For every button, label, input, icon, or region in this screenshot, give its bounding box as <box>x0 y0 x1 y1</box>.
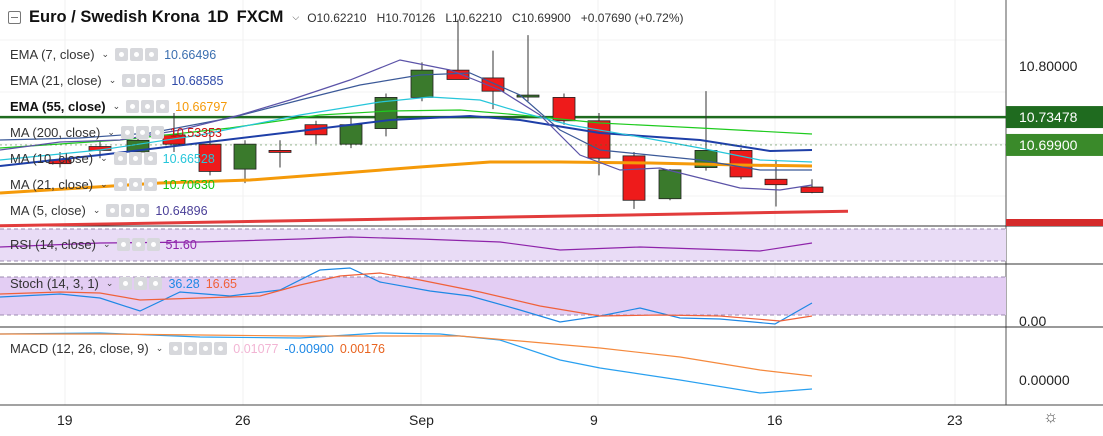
close-marker <box>1006 133 1103 156</box>
time-tick-label: 26 <box>235 412 251 428</box>
ma10-line <box>0 96 813 163</box>
legend-ema55[interactable]: EMA (55, close) ⌄ 10.66797 <box>10 99 227 114</box>
chevron-down-icon[interactable]: ⌄ <box>155 343 164 353</box>
time-tick-label: 9 <box>590 412 598 428</box>
indicator-controls[interactable] <box>113 152 157 165</box>
macd-signal-value: 0.00176 <box>339 341 385 356</box>
macd-hist-value: 0.01077 <box>233 341 279 356</box>
time-tick-label: 16 <box>767 412 783 428</box>
candlestick-series <box>48 19 824 209</box>
legend-ema7[interactable]: EMA (7, close) ⌄ 10.66496 <box>10 47 216 62</box>
legend-label: MA (200, close) <box>10 125 101 140</box>
indicator-controls[interactable] <box>169 342 228 355</box>
macd-axis-label: 0.00000 <box>1019 372 1070 388</box>
legend-label: EMA (7, close) <box>10 47 95 62</box>
candle-down <box>587 120 611 159</box>
stoch-k-line <box>0 267 813 325</box>
candle-down <box>268 150 292 153</box>
close-marker-label: 10.69900 <box>1019 137 1078 153</box>
candle-up <box>516 94 540 98</box>
indicator-controls[interactable] <box>115 48 159 61</box>
rsi-label: RSI (14, close) <box>10 237 96 252</box>
legend-ma5[interactable]: MA (5, close) ⌄ 10.64896 <box>10 203 208 218</box>
support-line <box>0 209 849 228</box>
candle-down <box>764 178 788 186</box>
legend-ma200[interactable]: MA (200, close) ⌄ 10.53353 <box>10 125 222 140</box>
legend-label: EMA (55, close) <box>10 99 106 114</box>
indicator-panes <box>0 115 1006 316</box>
legend-label: MA (10, close) <box>10 151 94 166</box>
candle-down <box>800 186 824 193</box>
rsi-legend[interactable]: RSI (14, close) ⌄ 51.60 <box>10 237 197 252</box>
stoch-k-value: 36.28 <box>168 276 200 291</box>
chevron-down-icon[interactable]: ⌄ <box>100 153 108 163</box>
signal-line <box>0 333 813 377</box>
candle-down <box>198 143 222 172</box>
legend-label: MA (5, close) <box>10 203 86 218</box>
rsi-value: 51.60 <box>165 237 197 252</box>
macd-value: -0.00900 <box>284 341 334 356</box>
legend-value: 10.53353 <box>169 125 223 140</box>
resistance-marker <box>1006 106 1103 129</box>
candle-down <box>446 69 470 80</box>
ma5-line <box>0 59 813 191</box>
legend-value: 10.66528 <box>162 151 215 166</box>
legend-value: 10.68585 <box>171 73 224 88</box>
ema21-line <box>0 114 813 167</box>
oscillator-lines <box>0 236 813 394</box>
ma21-line <box>0 109 813 149</box>
gridlines <box>0 0 1103 406</box>
stoch-d-value: 16.65 <box>205 276 237 291</box>
ema7-line <box>0 72 812 171</box>
chevron-down-icon[interactable]: ⌄ <box>92 205 101 215</box>
rsi-line <box>0 236 813 252</box>
stoch-d-line <box>0 272 813 322</box>
chevron-down-icon[interactable]: ⌄ <box>102 239 111 249</box>
stoch-band <box>0 277 1006 315</box>
candle-up <box>658 169 682 200</box>
legend-value: 10.70630 <box>162 177 215 192</box>
price-axis: 10.80000 10.73478 10.69900 0.00 0.00000 19 26 S… <box>57 58 1103 428</box>
stoch-legend[interactable]: Stoch (14, 3, 1) ⌄ 36.28 16.65 <box>10 276 237 291</box>
indicator-controls[interactable] <box>120 126 164 139</box>
legend-ema21[interactable]: EMA (21, close) ⌄ 10.68585 <box>10 73 223 88</box>
time-tick-label: 19 <box>57 412 73 428</box>
stoch-label: Stoch (14, 3, 1) <box>10 276 99 291</box>
time-tick-label: 23 <box>947 412 963 428</box>
support-marker <box>1006 219 1103 226</box>
legend-label: MA (21, close) <box>10 177 94 192</box>
indicator-controls[interactable] <box>119 277 163 290</box>
legend-value: 10.64896 <box>155 203 208 218</box>
resistance-marker-label: 10.73478 <box>1019 109 1078 125</box>
stoch-axis-label: 0.00 <box>1019 313 1046 329</box>
indicator-controls[interactable] <box>106 204 150 217</box>
candle-down <box>622 155 646 201</box>
chevron-down-icon[interactable]: ⌄ <box>100 179 108 189</box>
time-tick-label: Sep <box>409 412 434 428</box>
chevron-down-icon[interactable]: ⌄ <box>107 127 115 137</box>
indicator-controls[interactable] <box>126 100 170 113</box>
legend-label: EMA (21, close) <box>10 73 102 88</box>
indicator-controls[interactable] <box>116 238 160 251</box>
chevron-down-icon[interactable]: ⌄ <box>105 278 114 288</box>
candle-up <box>233 143 257 170</box>
chevron-down-icon[interactable]: ⌄ <box>112 101 121 111</box>
candle-down <box>552 97 576 122</box>
legend-value: 10.66496 <box>164 47 217 62</box>
macd-legend[interactable]: MACD (12, 26, close, 9) ⌄ 0.01077 -0.0090… <box>10 341 385 356</box>
rsi-band <box>0 229 1006 261</box>
gear-icon[interactable]: ☼ <box>1043 407 1059 426</box>
legend-ma21[interactable]: MA (21, close) ⌄ 10.70630 <box>10 177 215 192</box>
indicator-controls[interactable] <box>113 178 157 191</box>
chevron-down-icon[interactable]: ⌄ <box>108 75 117 85</box>
price-tick-label: 10.80000 <box>1019 58 1078 74</box>
legend-value: 10.66797 <box>175 99 228 114</box>
legend-ma10[interactable]: MA (10, close) ⌄ 10.66528 <box>10 151 215 166</box>
candle-up <box>339 124 363 145</box>
chevron-down-icon[interactable]: ⌄ <box>101 49 110 59</box>
indicator-controls[interactable] <box>122 74 166 87</box>
macd-label: MACD (12, 26, close, 9) <box>10 341 149 356</box>
